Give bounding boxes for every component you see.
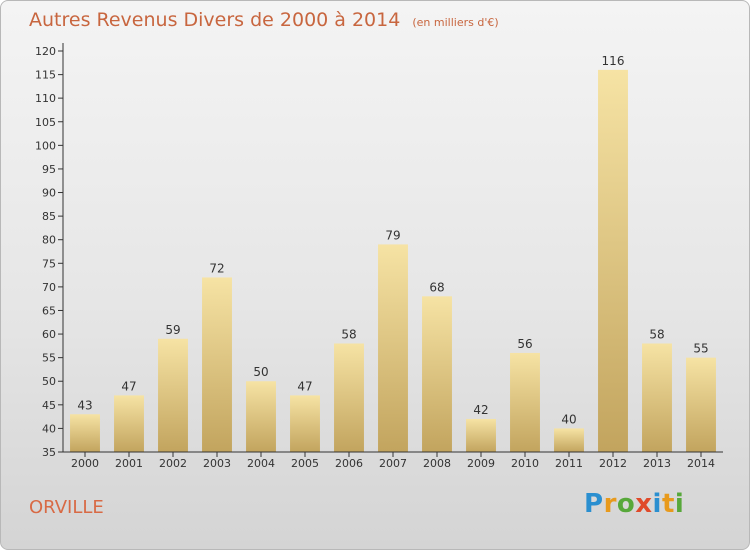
bar [466, 418, 496, 452]
y-tick-label: 55 [42, 352, 56, 365]
logo-letter: x [635, 489, 653, 519]
bar [422, 296, 452, 452]
y-tick-label: 35 [42, 446, 56, 459]
chart-subtitle: (en milliers d'€) [412, 16, 499, 29]
x-tick-label: 2008 [423, 457, 451, 470]
data-label: 42 [473, 403, 488, 417]
bar [378, 244, 408, 452]
data-label: 50 [253, 365, 268, 379]
x-tick-label: 2004 [247, 457, 275, 470]
y-tick-label: 50 [42, 375, 56, 388]
y-tick-label: 90 [42, 187, 56, 200]
data-label: 58 [341, 327, 356, 341]
y-tick-label: 80 [42, 234, 56, 247]
y-tick-label: 120 [35, 45, 56, 58]
logo-letter: i [652, 489, 662, 519]
x-tick-label: 2002 [159, 457, 187, 470]
logo-letter: i [674, 489, 685, 519]
bar [334, 343, 364, 452]
town-name: ORVILLE [29, 497, 104, 518]
bar [554, 428, 584, 452]
bar [202, 277, 232, 452]
y-tick-label: 65 [42, 304, 56, 317]
x-tick-label: 2009 [467, 457, 495, 470]
x-tick-label: 2012 [599, 457, 627, 470]
y-tick-label: 45 [42, 399, 56, 412]
bar [114, 395, 144, 452]
bar [246, 381, 276, 452]
y-tick-label: 85 [42, 210, 56, 223]
data-label: 47 [297, 379, 312, 393]
data-label: 72 [209, 261, 224, 275]
chart-title: Autres Revenus Divers de 2000 à 2014 (en… [29, 9, 499, 31]
data-label: 40 [561, 412, 576, 426]
y-tick-label: 100 [35, 139, 56, 152]
chart-title-text: Autres Revenus Divers de 2000 à 2014 [29, 9, 401, 31]
data-label: 59 [165, 323, 180, 337]
bar [598, 69, 628, 452]
x-tick-label: 2001 [115, 457, 143, 470]
y-tick-label: 110 [35, 92, 56, 105]
logo-letter: t [661, 489, 675, 519]
proxiti-logo: Proxiti [584, 489, 684, 519]
bar [158, 338, 188, 452]
data-label: 55 [693, 342, 708, 356]
bar [686, 357, 716, 452]
data-label: 58 [649, 327, 664, 341]
x-tick-label: 2003 [203, 457, 231, 470]
y-tick-label: 60 [42, 328, 56, 341]
bar [290, 395, 320, 452]
logo-letter: r [603, 489, 617, 519]
x-tick-label: 2006 [335, 457, 363, 470]
data-label: 79 [385, 228, 400, 242]
data-label: 68 [429, 280, 444, 294]
data-label: 47 [121, 379, 136, 393]
y-tick-label: 70 [42, 281, 56, 294]
data-label: 116 [602, 54, 625, 68]
x-tick-label: 2007 [379, 457, 407, 470]
data-label: 43 [77, 398, 92, 412]
data-label: 56 [517, 337, 532, 351]
x-tick-label: 2013 [643, 457, 671, 470]
y-tick-label: 75 [42, 257, 56, 270]
y-tick-label: 40 [42, 422, 56, 435]
x-tick-label: 2000 [71, 457, 99, 470]
x-tick-label: 2014 [687, 457, 715, 470]
y-tick-label: 95 [42, 163, 56, 176]
y-tick-label: 115 [35, 69, 56, 82]
x-tick-label: 2010 [511, 457, 539, 470]
bar [510, 352, 540, 452]
x-tick-label: 2005 [291, 457, 319, 470]
logo-letter: o [616, 489, 636, 519]
bar [642, 343, 672, 452]
x-tick-label: 2011 [555, 457, 583, 470]
logo-letter: P [584, 489, 604, 519]
bar [70, 414, 100, 452]
y-tick-label: 105 [35, 116, 56, 129]
